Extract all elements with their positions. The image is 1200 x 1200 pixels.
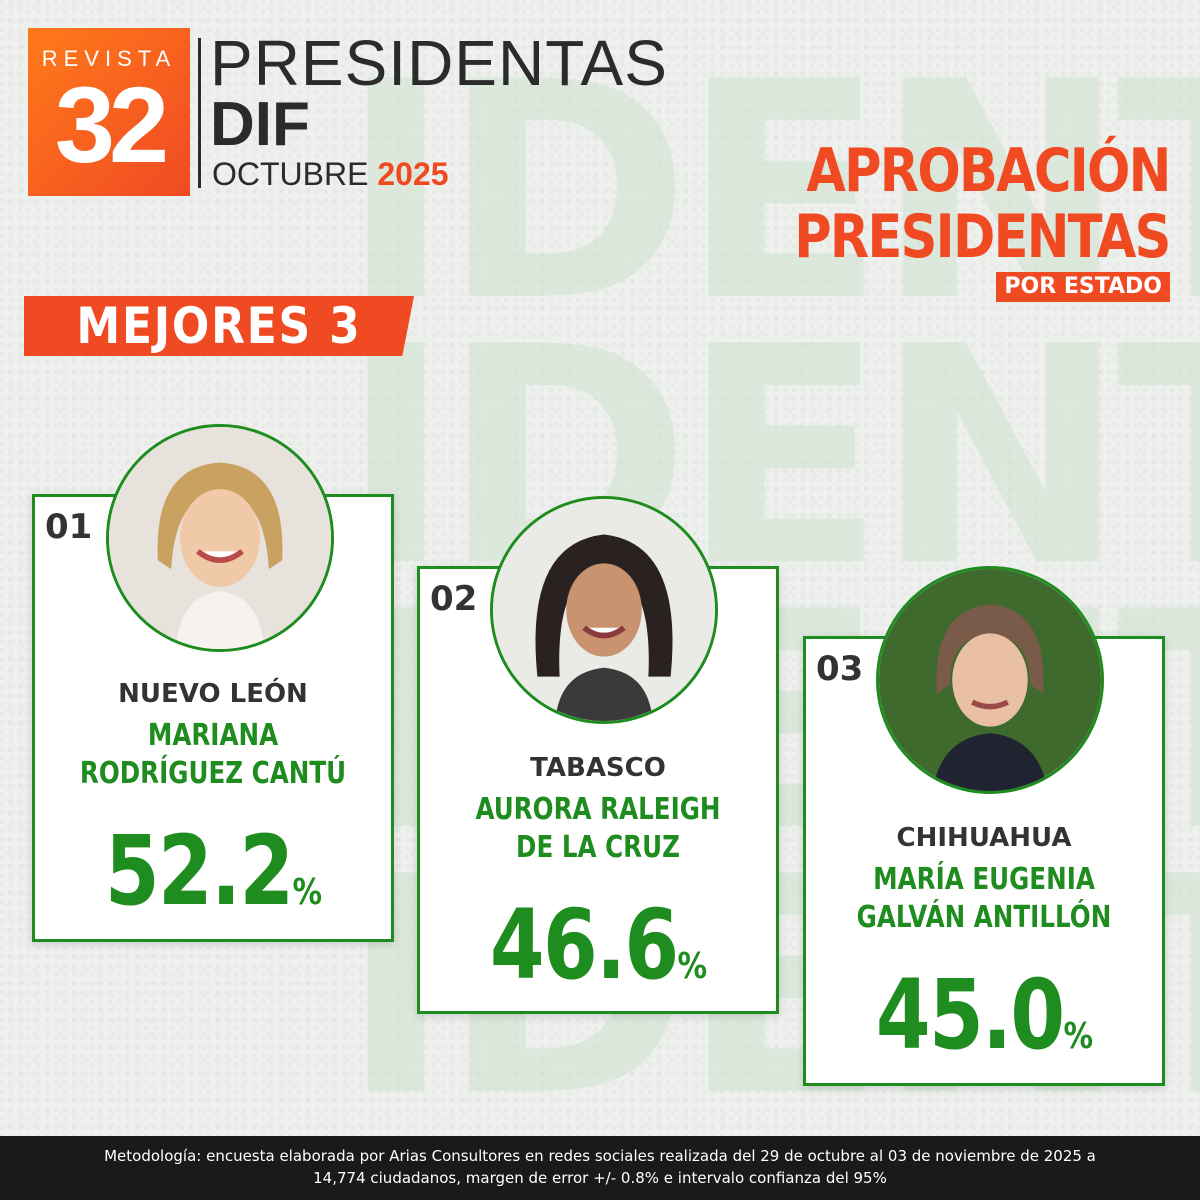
card-rank: 01 <box>45 507 93 547</box>
portrait-photo-2-icon <box>490 496 718 724</box>
card-state: TABASCO <box>530 753 666 783</box>
headline-tag: POR ESTADO <box>996 272 1170 302</box>
card-approval-value: 45.0% <box>806 959 1162 1071</box>
card-person-name-text: MARIANA RODRÍGUEZ CANTÚ <box>79 718 347 791</box>
brand-subtitle: DIF <box>210 90 310 159</box>
methodology-footer: Metodología: encuesta elaborada por Aria… <box>0 1136 1200 1200</box>
logo-top-text: REVISTA <box>41 46 177 71</box>
headline: APROBACIÓN PRESIDENTAS POR ESTADO <box>728 136 1172 302</box>
card-approval-value: 52.2% <box>35 815 391 927</box>
brand-month: OCTUBRE <box>212 156 369 192</box>
brand-year: 2025 <box>377 156 449 192</box>
approval-unit: % <box>1063 1016 1093 1057</box>
card-rank: 02 <box>430 579 478 619</box>
approval-unit: % <box>292 872 322 913</box>
brand-date: OCTUBRE 2025 <box>212 156 449 192</box>
ranking-card-2: 02 TABASCO AURORA RALEIGH DE LA CRUZ 46.… <box>417 566 779 1014</box>
headline-line-2: PRESIDENTAS <box>794 202 1172 272</box>
approval-number: 52.2 <box>104 815 293 927</box>
section-label-text: MEJORES 3 <box>76 297 362 355</box>
logo-divider <box>198 38 201 188</box>
approval-number: 45.0 <box>875 959 1064 1071</box>
portrait-photo-1-icon <box>106 424 334 652</box>
card-person-name: MARÍA EUGENIA GALVÁN ANTILLÓN <box>806 861 1162 937</box>
card-approval-value: 46.6% <box>420 889 776 1001</box>
approval-unit: % <box>677 946 707 987</box>
card-person-name-text: MARÍA EUGENIA GALVÁN ANTILLÓN <box>856 862 1112 935</box>
approval-number: 46.6 <box>489 889 678 1001</box>
section-label: MEJORES 3 <box>24 296 414 356</box>
card-rank: 03 <box>816 649 864 689</box>
methodology-line-1: Metodología: encuesta elaborada por Aria… <box>104 1147 1096 1165</box>
logo-number: 32 <box>54 64 169 185</box>
portrait-photo-3-icon <box>876 566 1104 794</box>
card-state: NUEVO LEÓN <box>118 679 308 709</box>
card-person-name-text: AURORA RALEIGH DE LA CRUZ <box>475 792 721 865</box>
headline-line-1: APROBACIÓN <box>806 136 1172 206</box>
brand-title: PRESIDENTAS <box>210 27 668 99</box>
methodology-line-2: 14,774 ciudadanos, margen de error +/- 0… <box>313 1169 887 1187</box>
card-person-name: MARIANA RODRÍGUEZ CANTÚ <box>35 717 391 793</box>
revista-32-logo: REVISTA 32 <box>28 28 190 196</box>
card-person-name: AURORA RALEIGH DE LA CRUZ <box>420 791 776 867</box>
card-state: CHIHUAHUA <box>896 823 1072 853</box>
